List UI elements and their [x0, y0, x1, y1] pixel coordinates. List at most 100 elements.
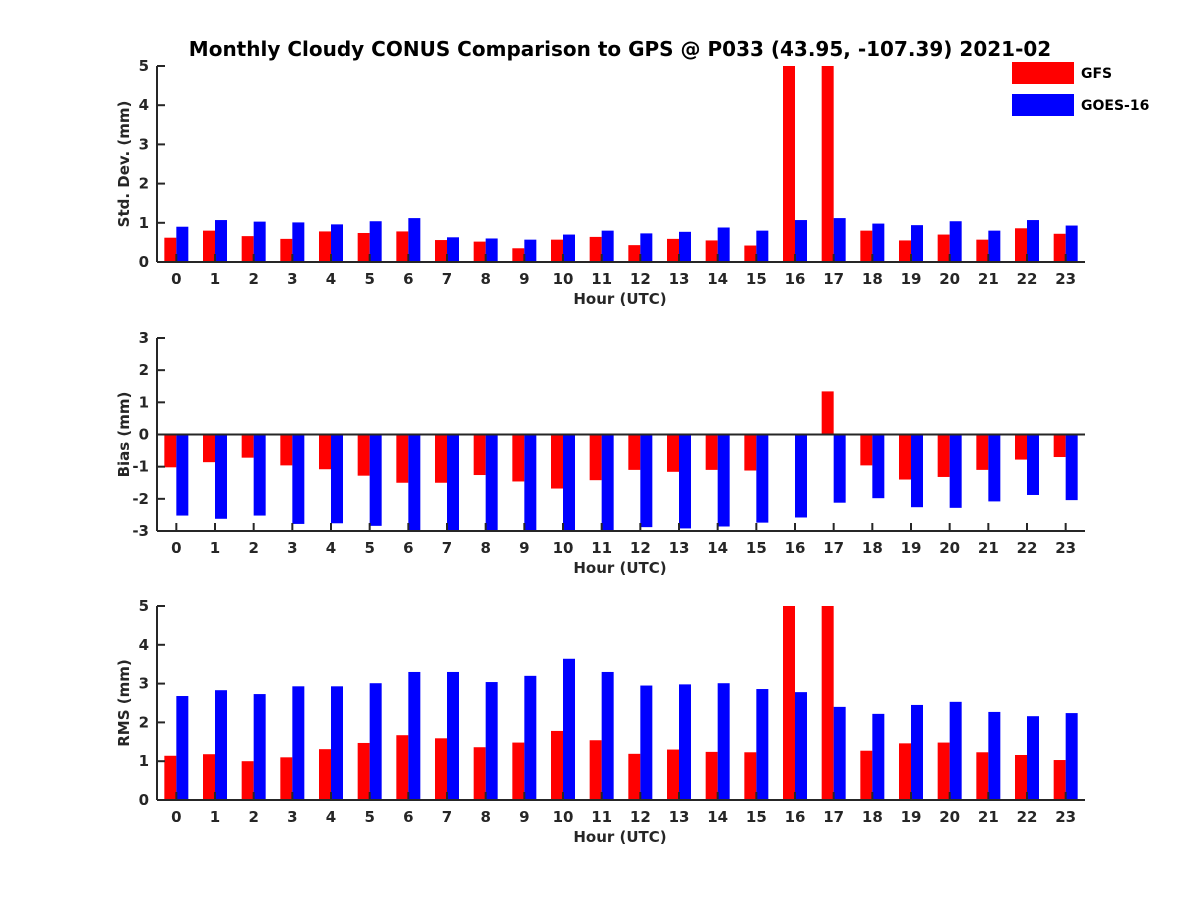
y-tick-label: 2: [139, 361, 149, 379]
bar-goes-16-hour-12: [640, 233, 653, 262]
bar-goes-16-hour-20: [949, 434, 962, 508]
x-tick-label: 12: [630, 270, 651, 288]
y-tick-label: -2: [132, 490, 149, 508]
bar-goes-16-hour-7: [447, 237, 459, 262]
x-tick-label: 22: [1017, 539, 1038, 557]
bar-goes-16-hour-3: [292, 434, 305, 524]
y-tick-label: 4: [139, 96, 149, 114]
x-tick-label: 2: [248, 539, 258, 557]
bar-gfs-hour-22: [1015, 754, 1027, 800]
x-tick-label: 11: [591, 808, 612, 826]
x-tick-label: 15: [746, 808, 767, 826]
bar-gfs-hour-6: [396, 735, 409, 800]
bar-gfs-hour-23: [1053, 233, 1066, 262]
x-tick-label: 2: [248, 808, 258, 826]
bar-goes-16-hour-8: [485, 434, 498, 531]
y-tick-label: 2: [139, 713, 149, 731]
bar-goes-16-hour-14: [717, 227, 730, 262]
bar-goes-16-hour-9: [524, 239, 537, 262]
x-axis-label: Hour (UTC): [573, 828, 666, 846]
x-tick-label: 18: [862, 270, 883, 288]
x-tick-label: 23: [1055, 808, 1076, 826]
bar-goes-16-hour-22: [1027, 434, 1039, 495]
bar-goes-16-hour-0: [176, 434, 189, 516]
bar-gfs-hour-0: [164, 755, 177, 800]
x-tick-label: 8: [480, 270, 490, 288]
x-tick-label: 4: [326, 808, 336, 826]
y-tick-label: 5: [139, 597, 149, 615]
bar-goes-16-hour-17: [833, 706, 846, 800]
bar-gfs-hour-15: [744, 245, 757, 262]
x-tick-label: 18: [862, 808, 883, 826]
x-tick-label: 5: [364, 270, 374, 288]
legend-swatch-goes-16: [1012, 94, 1074, 116]
bar-gfs-hour-13: [667, 434, 679, 472]
x-tick-label: 7: [442, 270, 452, 288]
x-tick-label: 13: [669, 539, 690, 557]
chart-title: Monthly Cloudy CONUS Comparison to GPS @…: [189, 37, 1051, 61]
bar-gfs-hour-16: [783, 66, 795, 262]
bar-gfs-hour-5: [357, 232, 370, 262]
bar-goes-16-hour-23: [1065, 434, 1078, 501]
bar-gfs-hour-4: [319, 434, 331, 470]
bar-goes-16-hour-2: [253, 694, 266, 800]
x-tick-label: 19: [901, 808, 922, 826]
x-tick-label: 4: [326, 270, 336, 288]
x-tick-label: 10: [553, 808, 574, 826]
bar-gfs-hour-18: [860, 434, 873, 466]
bar-goes-16-hour-11: [601, 671, 614, 800]
x-tick-label: 22: [1017, 270, 1038, 288]
x-tick-label: 0: [171, 808, 181, 826]
bar-goes-16-hour-14: [717, 434, 730, 527]
y-tick-label: 3: [139, 135, 149, 153]
bar-gfs-hour-7: [435, 240, 447, 262]
bar-gfs-hour-0: [164, 237, 177, 262]
bar-gfs-hour-1: [203, 434, 215, 463]
y-tick-label: 1: [139, 214, 149, 232]
bar-gfs-hour-8: [473, 747, 486, 800]
bar-gfs-hour-21: [976, 752, 989, 800]
bar-gfs-hour-21: [976, 434, 989, 470]
bar-gfs-hour-0: [164, 434, 177, 468]
bar-goes-16-hour-4: [331, 434, 343, 524]
bar-goes-16-hour-18: [872, 434, 885, 499]
bar-goes-16-hour-11: [601, 230, 614, 262]
bar-goes-16-hour-21: [988, 711, 1001, 800]
bar-gfs-hour-12: [628, 753, 641, 800]
bar-gfs-hour-7: [435, 738, 447, 800]
y-axis-label: RMS (mm): [115, 659, 133, 746]
legend-label-goes-16: GOES-16: [1081, 98, 1149, 114]
x-axis-label: Hour (UTC): [573, 290, 666, 308]
bar-goes-16-hour-10: [563, 658, 575, 800]
bar-goes-16-hour-19: [911, 434, 923, 508]
bar-goes-16-hour-15: [756, 434, 769, 523]
bar-goes-16-hour-21: [988, 434, 1001, 502]
bar-gfs-hour-2: [241, 236, 254, 262]
bar-gfs-hour-3: [280, 434, 293, 466]
bar-gfs-hour-18: [860, 230, 873, 262]
bar-gfs-hour-7: [435, 434, 447, 483]
bar-gfs-hour-5: [357, 742, 370, 800]
bar-gfs-hour-14: [705, 751, 718, 800]
bar-gfs-hour-10: [551, 239, 563, 262]
x-tick-label: 17: [823, 808, 844, 826]
bar-goes-16-hour-20: [949, 221, 962, 262]
bar-goes-16-hour-5: [369, 221, 382, 262]
bar-gfs-hour-19: [899, 743, 911, 800]
bar-gfs-hour-1: [203, 754, 215, 800]
bar-goes-16-hour-21: [988, 230, 1001, 262]
bar-gfs-hour-9: [512, 742, 525, 800]
bar-gfs-hour-19: [899, 240, 911, 262]
bar-goes-16-hour-18: [872, 713, 885, 800]
bar-gfs-hour-2: [241, 434, 254, 458]
x-tick-label: 18: [862, 539, 883, 557]
bar-goes-16-hour-2: [253, 221, 266, 262]
x-tick-label: 20: [939, 270, 960, 288]
bar-gfs-hour-9: [512, 434, 525, 482]
bar-gfs-hour-22: [1015, 434, 1027, 460]
bar-goes-16-hour-19: [911, 704, 923, 800]
x-tick-label: 1: [210, 539, 220, 557]
bar-gfs-hour-6: [396, 231, 409, 262]
